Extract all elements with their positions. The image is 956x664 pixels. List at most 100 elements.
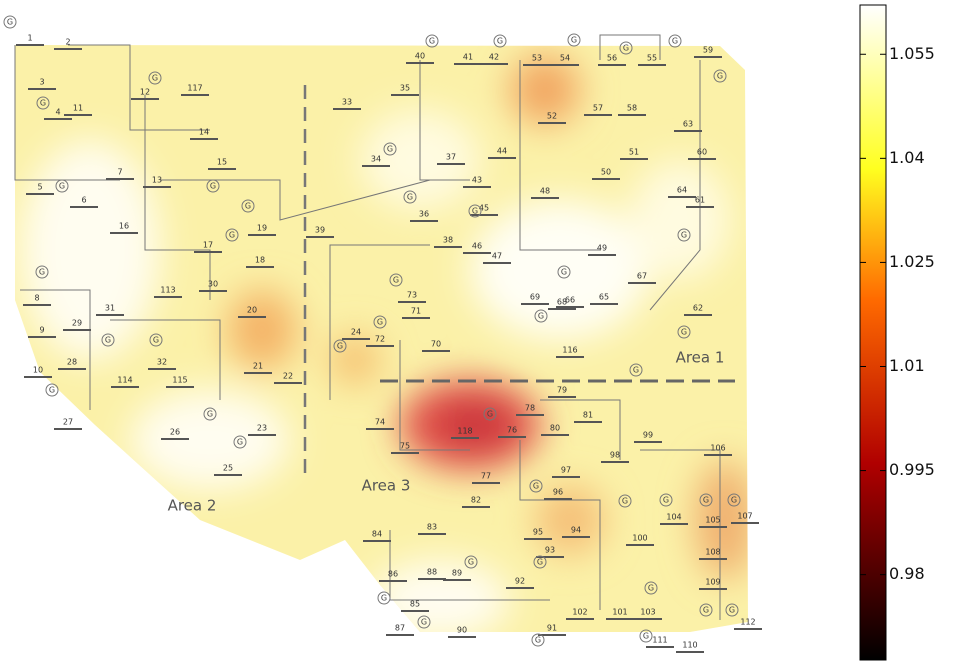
generator-symbol: G (703, 606, 709, 615)
bus-label: 26 (170, 428, 180, 437)
bus-label: 100 (632, 534, 647, 543)
bus-label: 22 (283, 372, 293, 381)
bus-label: 18 (255, 256, 265, 265)
generator-symbol: G (153, 336, 159, 345)
bus-label: 30 (208, 280, 218, 289)
bus-label: 57 (593, 104, 603, 113)
bus-label: 103 (640, 608, 655, 617)
bus-label: 34 (371, 155, 381, 164)
bus-label: 116 (562, 346, 577, 355)
bus-label: 15 (217, 158, 227, 167)
colorbar-tick-label: 1.025 (889, 252, 935, 271)
generator-symbol: G (561, 268, 567, 277)
generator-symbol: G (535, 636, 541, 645)
generator-symbol: G (421, 618, 427, 627)
bus-label: 109 (705, 578, 720, 587)
generator-symbol: G (643, 632, 649, 641)
bus-label: 97 (561, 466, 571, 475)
generator-symbol: G (622, 497, 628, 506)
bus-label: 78 (525, 404, 535, 413)
bus-label: 19 (257, 224, 267, 233)
bus-label: 38 (443, 236, 453, 245)
bus-label: 1 (27, 34, 32, 43)
generator-symbol: G (497, 37, 503, 46)
bus-label: 16 (119, 222, 129, 231)
bus-label: 40 (415, 52, 425, 61)
generator-symbol: G (717, 72, 723, 81)
bus-label: 118 (457, 427, 472, 436)
bus-label: 70 (431, 340, 441, 349)
area-label: Area 3 (362, 477, 411, 495)
bus-label: 85 (410, 600, 420, 609)
generator-symbol: G (538, 312, 544, 321)
generator-symbol: G (468, 558, 474, 567)
bus-label: 51 (629, 148, 639, 157)
generator-symbol: G (49, 386, 55, 395)
generator-symbol: G (207, 410, 213, 419)
bus-label: 4 (55, 108, 60, 117)
bus-label: 3 (39, 78, 44, 87)
bus-label: 60 (697, 148, 707, 157)
bus-label: 106 (710, 444, 725, 453)
colorbar (860, 5, 886, 660)
bus-label: 43 (472, 176, 482, 185)
bus-label: 74 (375, 418, 385, 427)
bus-label: 9 (39, 326, 44, 335)
bus-label: 58 (627, 104, 637, 113)
generator-symbol: G (487, 410, 493, 419)
bus-label: 90 (457, 626, 467, 635)
bus-label: 11 (73, 104, 83, 113)
bus-label: 79 (557, 386, 567, 395)
bus-label: 111 (652, 636, 667, 645)
generator-symbol: G (537, 558, 543, 567)
bus-label: 25 (223, 464, 233, 473)
generator-symbol: G (407, 193, 413, 202)
bus-label: 27 (63, 418, 73, 427)
colorbar-gradient (860, 5, 886, 660)
bus-label: 37 (446, 153, 456, 162)
colorbar-tick-label: 0.98 (889, 564, 925, 583)
bus-label: 10 (33, 366, 43, 375)
bus-label: 23 (257, 424, 267, 433)
bus-label: 92 (515, 577, 525, 586)
bus-label: 47 (492, 252, 502, 261)
generator-symbol: G (39, 268, 45, 277)
bus-label: 55 (647, 54, 657, 63)
bus-label: 65 (599, 293, 609, 302)
bus-label: 114 (117, 376, 132, 385)
bus-label: 69 (530, 293, 540, 302)
bus-label: 20 (247, 306, 257, 315)
bus-label: 46 (472, 242, 482, 251)
generator-symbol: G (381, 594, 387, 603)
bus-label: 2 (65, 38, 70, 47)
bus-label: 24 (351, 328, 361, 337)
bus-label: 68 (557, 298, 567, 307)
bus-label: 59 (703, 46, 713, 55)
bus-label: 96 (553, 488, 563, 497)
bus-label: 84 (372, 530, 382, 539)
generator-symbol: G (729, 606, 735, 615)
bus-label: 36 (419, 210, 429, 219)
bus-label: 21 (253, 362, 263, 371)
heatmap (0, 0, 760, 664)
generator-symbol: G (681, 328, 687, 337)
bus-label: 28 (67, 358, 77, 367)
generator-symbol: G (633, 366, 639, 375)
bus-label: 107 (737, 512, 752, 521)
generator-symbol: G (152, 74, 158, 83)
colorbar-tick-label: 1.01 (889, 356, 925, 375)
generator-symbol: G (672, 37, 678, 46)
bus-label: 5 (37, 183, 42, 192)
generator-symbol: G (337, 342, 343, 351)
bus-label: 76 (507, 426, 517, 435)
area-label: Area 2 (168, 497, 217, 515)
generator-symbol: G (377, 318, 383, 327)
generator-symbol: G (623, 44, 629, 53)
bus-label: 35 (400, 84, 410, 93)
bus-label: 7 (117, 168, 122, 177)
bus-label: 99 (643, 431, 653, 440)
bus-label: 82 (471, 496, 481, 505)
bus-label: 108 (705, 548, 720, 557)
generator-symbol: G (429, 37, 435, 46)
bus-label: 64 (677, 186, 687, 195)
